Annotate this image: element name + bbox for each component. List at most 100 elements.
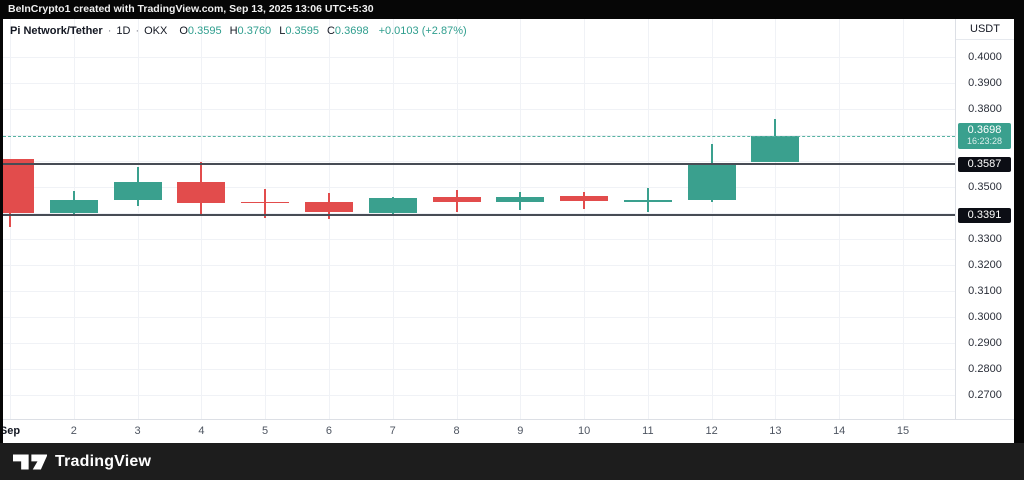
currency-label: USDT <box>956 19 1014 40</box>
price-tick-label: 0.2700 <box>968 389 1002 401</box>
price-level-line <box>3 214 955 217</box>
grid-vline <box>839 19 841 419</box>
candle-body <box>3 159 34 213</box>
tradingview-logo-icon[interactable] <box>13 451 47 473</box>
time-axis[interactable]: Sep 2 3 4 5 6 7 8 9 10 11 12 13 14 15 <box>3 419 1014 443</box>
grid-hline <box>3 395 955 396</box>
plot-area[interactable] <box>3 19 955 419</box>
candle-body <box>304 201 353 212</box>
legend-separator: · <box>107 24 112 37</box>
grid-hline <box>3 369 955 370</box>
tradingview-brand-text[interactable]: TradingView <box>55 452 152 470</box>
frame-right-border <box>1014 19 1024 443</box>
time-axis-label: 14 <box>833 425 846 437</box>
candle-body <box>496 196 545 202</box>
low-value: 0.3595 <box>285 24 319 37</box>
price-tick-label: 0.3000 <box>968 311 1002 323</box>
open-value: 0.3595 <box>187 24 222 37</box>
grid-vline <box>456 19 458 419</box>
exchange-label: OKX <box>144 24 168 37</box>
time-axis-label: 9 <box>517 425 524 437</box>
last-price-line <box>3 135 955 137</box>
grid-vline <box>520 19 522 419</box>
price-tick-label: 0.3300 <box>968 233 1002 245</box>
price-tick-label: 0.3100 <box>968 285 1002 297</box>
attribution-text: BeInCrypto1 created with TradingView.com… <box>8 3 374 15</box>
time-axis-label: 7 <box>389 425 396 437</box>
price-tick-label: 0.4000 <box>968 51 1002 63</box>
price-level-badge: 0.3587 <box>958 156 1011 172</box>
high-value: 0.3760 <box>237 24 272 37</box>
chart-legend[interactable]: Pi Network/Tether · 1D · OKX O0.3595 H0.… <box>10 23 467 38</box>
price-tick-label: 0.2800 <box>968 363 1002 375</box>
time-axis-label: 8 <box>453 425 460 437</box>
time-axis-label: 11 <box>642 425 654 437</box>
candle-body <box>687 163 736 200</box>
price-tick-label: 0.3500 <box>968 181 1002 193</box>
time-axis-label: 3 <box>134 425 141 437</box>
price-axis[interactable]: USDT 0.4000 0.3900 0.3800 0.3500 0.3300 0.320… <box>955 19 1014 443</box>
price-tick-label: 0.3900 <box>968 77 1002 89</box>
grid-vline <box>584 19 586 419</box>
low-label: L <box>279 24 286 37</box>
close-value: 0.3698 <box>334 24 369 37</box>
grid-hline <box>3 343 955 344</box>
open-label: O <box>179 24 188 37</box>
candle-body <box>177 181 226 203</box>
price-level-badge: 0.3391 <box>958 207 1011 223</box>
grid-vline <box>137 19 139 419</box>
time-axis-label: 12 <box>705 425 718 437</box>
price-tick-label: 0.2900 <box>968 337 1002 349</box>
change-value: +0.0103 (+2.87%) <box>378 24 467 37</box>
candle-body <box>113 181 162 200</box>
ohlc-values: O0.3595 H0.3760 L0.3595 C0.3698 <box>179 25 376 37</box>
candle-body <box>368 198 417 213</box>
time-axis-label: 10 <box>577 425 591 437</box>
last-price-badge: 0.3698 16:23:28 <box>958 122 1011 149</box>
grid-hline <box>3 83 955 84</box>
bar-countdown: 16:23:28 <box>966 135 1003 146</box>
grid-hline <box>3 187 955 188</box>
grid-hline <box>3 109 955 110</box>
candle-body <box>560 196 609 201</box>
price-tick-label: 0.3800 <box>968 103 1002 115</box>
last-price-value: 0.3698 <box>967 123 1002 136</box>
time-axis-label: 13 <box>769 425 782 437</box>
grid-hline <box>3 57 955 58</box>
candle-body <box>49 199 98 213</box>
grid-hline <box>3 317 955 318</box>
grid-vline <box>265 19 267 419</box>
frame-left-border <box>0 19 3 443</box>
time-axis-label: 15 <box>896 425 910 437</box>
grid-hline <box>3 265 955 266</box>
candle-body <box>241 201 290 204</box>
time-axis-label: Sep <box>3 425 21 437</box>
grid-vline <box>201 19 203 419</box>
grid-vline <box>647 19 649 419</box>
price-level-line <box>3 163 955 166</box>
grid-hline <box>3 213 955 214</box>
interval-label[interactable]: 1D <box>116 24 131 37</box>
time-axis-label: 6 <box>325 425 332 437</box>
candle-body <box>751 135 800 163</box>
attribution-bar: BeInCrypto1 created with TradingView.com… <box>0 0 1024 19</box>
legend-separator: · <box>135 24 140 37</box>
grid-hline <box>3 239 955 240</box>
time-axis-label: 2 <box>70 425 77 437</box>
time-axis-label: 5 <box>262 425 269 437</box>
candle-body <box>623 199 672 202</box>
grid-vline <box>775 19 777 419</box>
grid-vline <box>903 19 904 419</box>
grid-vline <box>73 19 75 419</box>
grid-hline <box>3 161 955 162</box>
time-axis-label: 4 <box>198 425 205 437</box>
grid-vline <box>711 19 713 419</box>
footer-bar: TradingView <box>0 443 1024 480</box>
candle-wick <box>264 189 267 219</box>
symbol-name[interactable]: Pi Network/Tether <box>10 24 103 37</box>
high-label: H <box>229 24 238 37</box>
candle-body <box>432 196 481 203</box>
price-tick-label: 0.3200 <box>968 259 1002 271</box>
grid-vline <box>392 19 394 419</box>
grid-hline <box>3 291 955 292</box>
